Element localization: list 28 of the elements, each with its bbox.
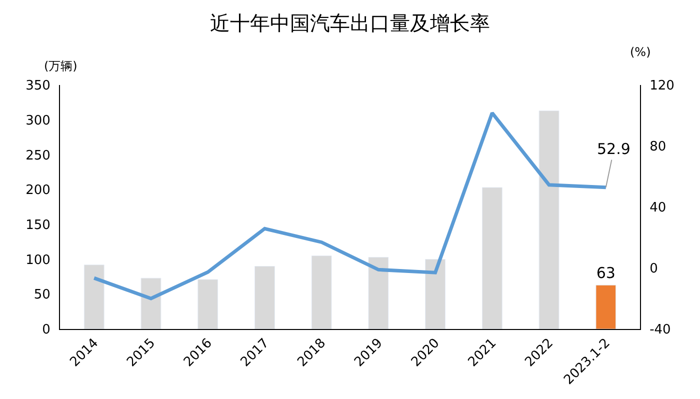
y2-tick-label: 80 <box>650 140 666 155</box>
bar <box>254 266 275 329</box>
y2-axis-title: (%) <box>630 45 651 59</box>
data-label: 63 <box>596 264 616 282</box>
data-label: 52.9 <box>597 140 630 158</box>
y-axis-title: (万辆) <box>44 59 78 73</box>
y-tick-label: 350 <box>26 78 50 94</box>
y-tick-label: 250 <box>26 148 50 164</box>
y2-tick-label: 40 <box>650 200 666 216</box>
y2-tick-label: 120 <box>650 78 674 94</box>
y-tick-label: 300 <box>26 113 50 128</box>
y2-tick-label: 0 <box>650 262 658 277</box>
y-tick-label: 100 <box>26 252 50 268</box>
bar <box>198 279 218 329</box>
y2-tick-label: -40 <box>650 322 671 338</box>
bar <box>84 264 104 329</box>
chart-title: 近十年中国汽车出口量及增长率 <box>210 10 490 35</box>
bar <box>482 187 502 329</box>
bar <box>140 278 162 329</box>
y-tick-label: 150 <box>26 218 50 233</box>
y-tick-label: 200 <box>26 183 50 198</box>
y-tick-label: 0 <box>42 322 50 338</box>
y-tick-label: 50 <box>34 288 50 303</box>
bar <box>538 110 560 329</box>
bar <box>311 256 332 329</box>
bar <box>596 284 616 329</box>
bar <box>425 259 446 329</box>
bar <box>368 256 389 329</box>
